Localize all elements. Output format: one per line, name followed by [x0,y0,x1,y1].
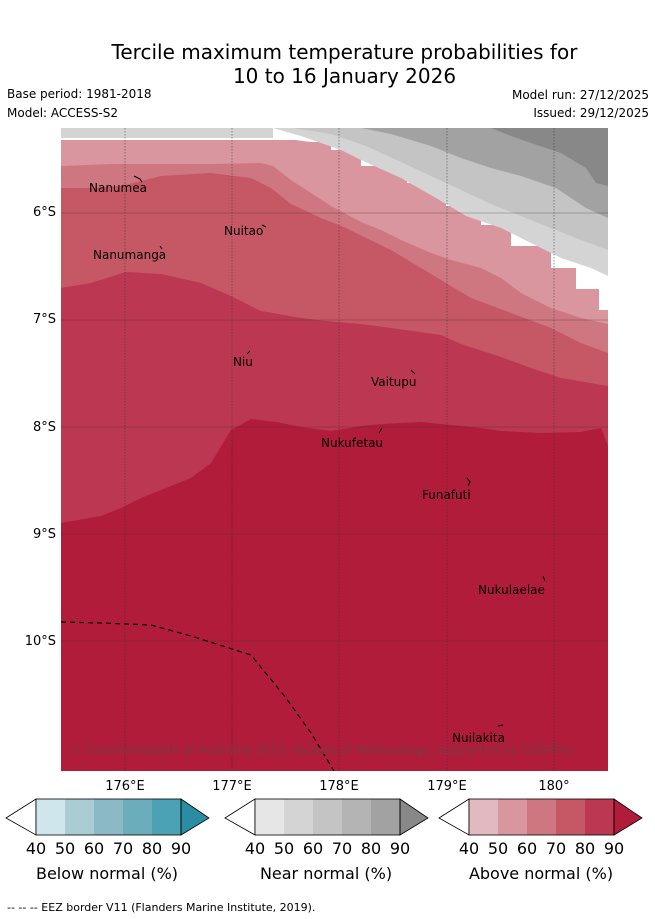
near-tick-60: 60 [302,839,324,858]
lon-label-176e: 176°E [105,779,145,794]
label-nanumea: Nanumea [89,181,147,195]
near-tick-90: 90 [389,839,411,858]
label-niu: Niu [233,355,253,369]
swatch-above-60 [527,799,556,835]
above-tick-50: 50 [487,839,509,858]
colorbar-near-swatches [224,798,429,836]
above-tick-90: 90 [603,839,625,858]
swatch-near-50 [284,799,313,835]
near-tick-80: 80 [360,839,382,858]
lat-label-9s: 9°S [32,527,56,542]
label-funafuti: Funafuti [422,488,471,502]
below-tick-70: 70 [112,839,134,858]
swatch-below-80 [152,799,181,835]
island-vaitupu-mark [410,369,416,375]
lon-label-179e: 179°E [427,779,467,794]
title-line-2: 10 to 16 January 2026 [232,64,457,88]
island-funafuti-mark [466,477,471,487]
swatch-above-50 [498,799,527,835]
lat-label-6s: 6°S [32,205,56,220]
island-nuitao-mark [261,224,267,228]
map-title: Tercile maximum temperature probabilitie… [0,40,655,88]
model-name: Model: ACCESS-S2 [7,106,119,120]
below-tick-50: 50 [54,839,76,858]
label-nukulaelae: Nukulaelae [478,583,545,597]
probability-map [61,128,608,771]
island-nukulaelae-mark [542,575,546,582]
title-line-1: Tercile maximum temperature probabilitie… [111,40,578,64]
model-run: Model run: 27/12/2025 [511,88,649,102]
swatch-near-40 [255,799,284,835]
below-tick-40: 40 [25,839,47,858]
label-nuitao: Nuitao [224,224,264,238]
island-niu-mark [246,350,251,355]
eez-legend-note: -- -- -- EEZ border V11 (Flanders Marine… [7,901,316,914]
lat-label-10s: 10°S [24,634,56,649]
swatch-above-40 [469,799,498,835]
copyright-credit: © Commonwealth of Australia 2025, Bureau… [69,743,575,757]
island-nukufetau-mark [378,427,383,434]
label-vaitupu: Vaitupu [371,375,417,389]
colorbar-near-label: Near normal (%) [259,864,393,883]
below-tick-90: 90 [170,839,192,858]
label-nuilakita: Nuilakita [452,731,505,745]
below-tick-60: 60 [83,839,105,858]
near-tick-50: 50 [273,839,295,858]
swatch-below-50 [65,799,94,835]
base-period: Base period: 1981-2018 [7,87,152,101]
colorbar-below-swatches [5,798,210,836]
lat-label-7s: 7°S [32,312,56,327]
colorbar-below-label: Below normal (%) [35,864,179,883]
label-nanumanga: Nanumanga [93,248,167,262]
issued-date: Issued: 29/12/2025 [533,106,649,120]
region-near-80 [491,128,608,186]
above-tick-40: 40 [458,839,480,858]
swatch-near-80 [371,799,400,835]
lon-label-177e: 177°E [212,779,252,794]
swatch-below-40 [36,799,65,835]
island-nanumanga-mark [159,245,163,250]
region-near-70 [331,128,608,218]
island-nanumea-mark [133,175,143,183]
above-tick-70: 70 [545,839,567,858]
region-near-top [61,128,273,138]
below-tick-80: 80 [141,839,163,858]
lon-label-180: 180° [538,779,570,794]
lat-label-8s: 8°S [32,420,56,435]
swatch-above-90 [614,799,642,835]
swatch-near-90 [400,799,428,835]
swatch-near-70 [342,799,371,835]
eez-border [61,621,335,771]
swatch-above-80 [585,799,614,835]
near-tick-70: 70 [331,839,353,858]
swatch-below-90 [181,799,209,835]
swatch-below-60 [94,799,123,835]
swatch-below-70 [123,799,152,835]
above-tick-60: 60 [516,839,538,858]
above-tick-80: 80 [574,839,596,858]
near-tick-40: 40 [244,839,266,858]
colorbar-above-swatches [438,798,643,836]
lon-label-178e: 178°E [319,779,359,794]
label-nukufetau: Nukufetau [321,436,384,450]
swatch-above-70 [556,799,585,835]
island-nuilakita-mark [497,724,504,727]
swatch-near-60 [313,799,342,835]
colorbar-above-label: Above normal (%) [468,864,614,883]
